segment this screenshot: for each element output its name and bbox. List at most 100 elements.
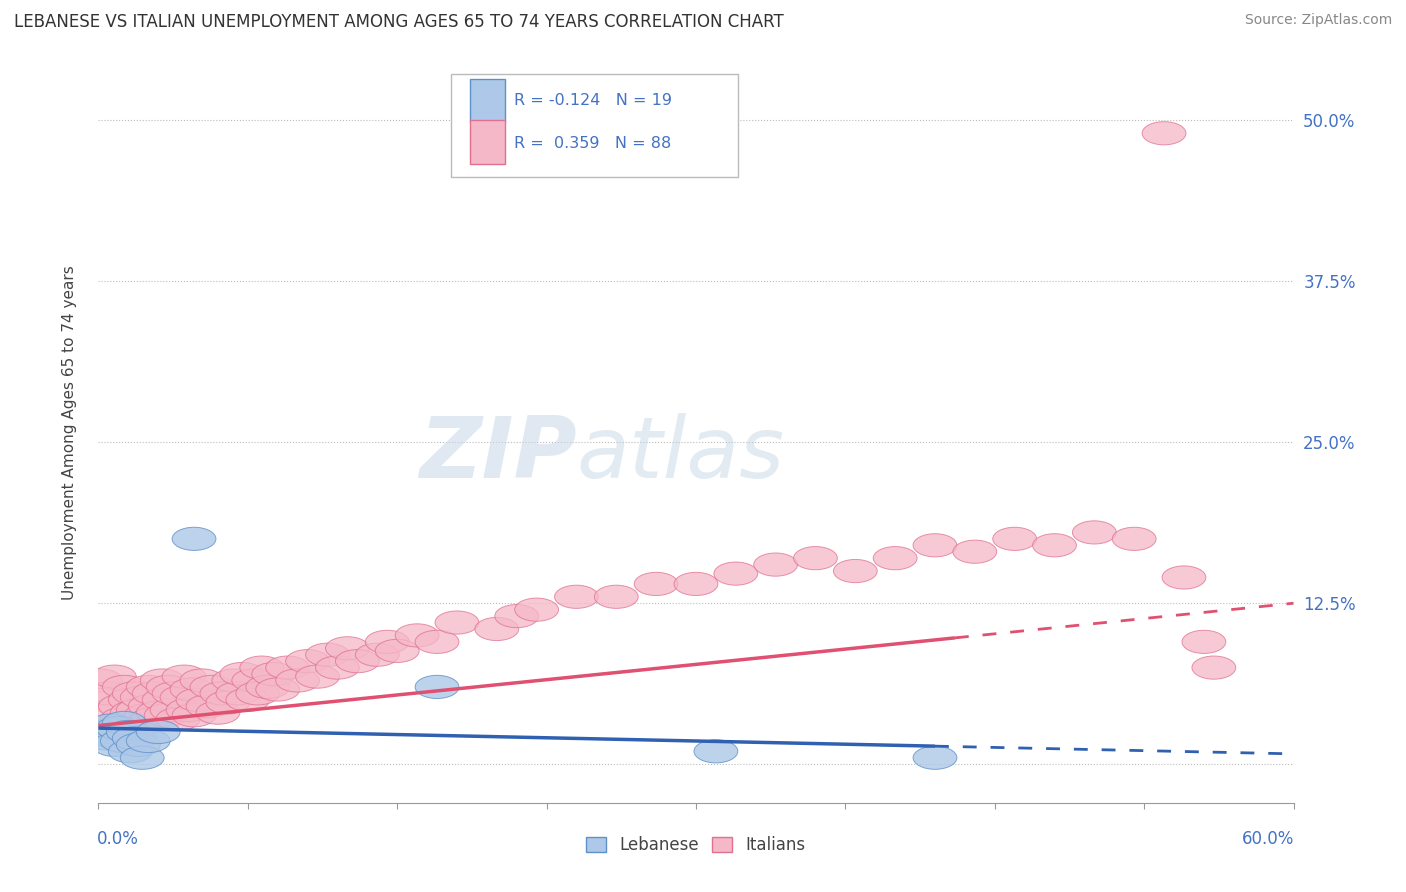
Ellipse shape (121, 746, 165, 769)
Ellipse shape (136, 701, 180, 724)
Ellipse shape (295, 665, 339, 689)
Ellipse shape (434, 611, 479, 634)
Ellipse shape (97, 716, 141, 739)
Text: atlas: atlas (576, 413, 785, 496)
Ellipse shape (160, 686, 204, 709)
Ellipse shape (276, 669, 319, 692)
Ellipse shape (121, 686, 165, 709)
Ellipse shape (152, 681, 195, 705)
Ellipse shape (150, 698, 194, 722)
Ellipse shape (305, 643, 350, 666)
Ellipse shape (145, 704, 188, 727)
Text: Source: ZipAtlas.com: Source: ZipAtlas.com (1244, 13, 1392, 28)
Ellipse shape (207, 690, 250, 714)
Text: R = -0.124   N = 19: R = -0.124 N = 19 (515, 93, 672, 108)
Ellipse shape (240, 656, 284, 679)
Ellipse shape (1182, 631, 1226, 654)
Ellipse shape (98, 695, 142, 718)
Ellipse shape (219, 663, 264, 686)
Ellipse shape (186, 695, 231, 718)
Ellipse shape (172, 704, 217, 727)
Text: ZIP: ZIP (419, 413, 576, 496)
Ellipse shape (356, 643, 399, 666)
Ellipse shape (232, 669, 276, 692)
Ellipse shape (84, 727, 128, 750)
Ellipse shape (190, 675, 233, 698)
Ellipse shape (114, 716, 159, 739)
Ellipse shape (136, 721, 180, 744)
Ellipse shape (1032, 533, 1077, 557)
Ellipse shape (117, 733, 160, 756)
Ellipse shape (634, 573, 678, 596)
Ellipse shape (107, 721, 150, 744)
Ellipse shape (212, 669, 256, 692)
Ellipse shape (93, 733, 136, 756)
Ellipse shape (80, 721, 124, 744)
Ellipse shape (93, 665, 136, 689)
Ellipse shape (326, 637, 370, 660)
Ellipse shape (252, 663, 295, 686)
Ellipse shape (495, 605, 538, 628)
Ellipse shape (1112, 527, 1156, 550)
Ellipse shape (246, 675, 290, 698)
Ellipse shape (124, 704, 169, 727)
Ellipse shape (695, 739, 738, 763)
Ellipse shape (595, 585, 638, 608)
FancyBboxPatch shape (451, 73, 738, 178)
Ellipse shape (226, 689, 270, 712)
Ellipse shape (285, 649, 329, 673)
Ellipse shape (87, 681, 131, 705)
Ellipse shape (156, 707, 200, 731)
Ellipse shape (80, 689, 124, 712)
FancyBboxPatch shape (470, 120, 505, 164)
Text: 60.0%: 60.0% (1243, 830, 1295, 847)
Ellipse shape (132, 681, 176, 705)
Ellipse shape (90, 714, 135, 737)
Legend: Lebanese, Italians: Lebanese, Italians (579, 830, 813, 861)
Ellipse shape (375, 640, 419, 663)
Ellipse shape (217, 681, 260, 705)
Ellipse shape (111, 701, 155, 724)
Ellipse shape (90, 724, 135, 747)
Ellipse shape (673, 573, 718, 596)
Ellipse shape (100, 730, 145, 753)
Ellipse shape (415, 675, 458, 698)
Ellipse shape (912, 746, 957, 769)
Ellipse shape (112, 727, 156, 750)
Ellipse shape (117, 698, 160, 722)
Ellipse shape (1192, 656, 1236, 679)
Ellipse shape (170, 678, 214, 701)
Ellipse shape (1142, 121, 1187, 145)
Ellipse shape (415, 631, 458, 654)
Ellipse shape (195, 701, 240, 724)
Ellipse shape (127, 675, 170, 698)
Text: R =  0.359   N = 88: R = 0.359 N = 88 (515, 136, 672, 151)
Ellipse shape (515, 598, 558, 621)
Ellipse shape (100, 707, 145, 731)
Ellipse shape (172, 527, 217, 550)
Ellipse shape (336, 649, 380, 673)
Ellipse shape (180, 669, 224, 692)
Ellipse shape (128, 695, 172, 718)
Ellipse shape (1073, 521, 1116, 544)
Ellipse shape (256, 678, 299, 701)
Ellipse shape (176, 689, 219, 712)
Text: LEBANESE VS ITALIAN UNEMPLOYMENT AMONG AGES 65 TO 74 YEARS CORRELATION CHART: LEBANESE VS ITALIAN UNEMPLOYMENT AMONG A… (14, 13, 783, 31)
Ellipse shape (141, 669, 184, 692)
Ellipse shape (953, 541, 997, 564)
Ellipse shape (103, 712, 146, 734)
Ellipse shape (236, 681, 280, 705)
Ellipse shape (315, 656, 360, 679)
Ellipse shape (714, 562, 758, 585)
Ellipse shape (79, 669, 122, 692)
Ellipse shape (1163, 566, 1206, 589)
Ellipse shape (112, 681, 156, 705)
FancyBboxPatch shape (470, 78, 505, 122)
Ellipse shape (97, 721, 141, 744)
Ellipse shape (993, 527, 1036, 550)
Ellipse shape (266, 656, 309, 679)
Ellipse shape (366, 631, 409, 654)
Ellipse shape (146, 675, 190, 698)
Text: 0.0%: 0.0% (97, 830, 139, 847)
Ellipse shape (793, 547, 838, 570)
